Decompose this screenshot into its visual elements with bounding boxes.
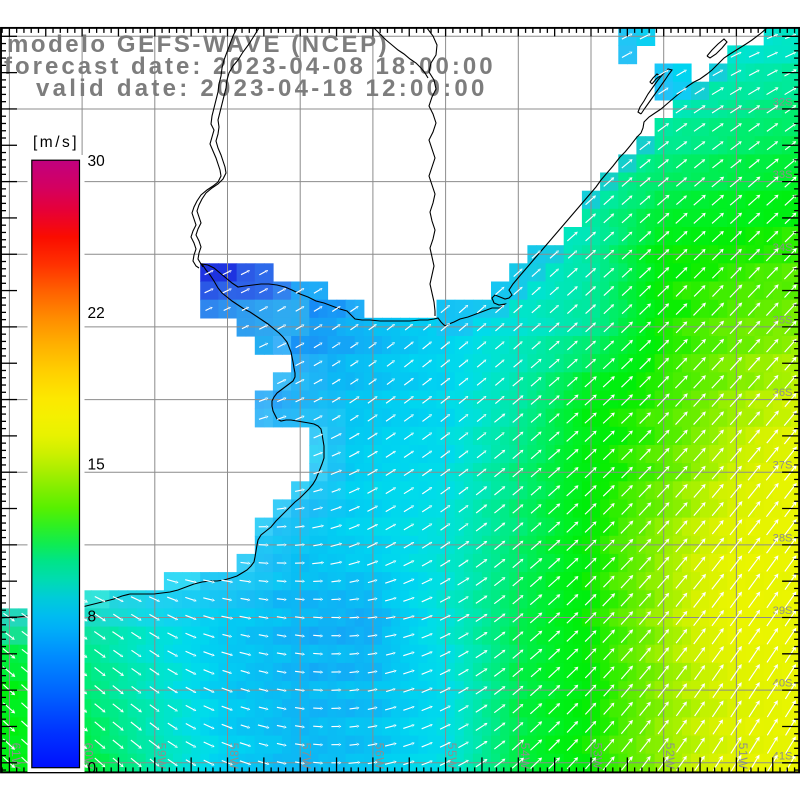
svg-text:53W: 53W [591, 743, 605, 770]
svg-text:36S: 36S [773, 387, 793, 399]
svg-text:[m/s]: [m/s] [33, 134, 79, 151]
svg-text:0: 0 [88, 760, 97, 777]
svg-text:51W: 51W [736, 743, 750, 770]
svg-text:52W: 52W [663, 743, 677, 770]
svg-text:modelo GEFS-WAVE (NCEP): modelo GEFS-WAVE (NCEP) [7, 31, 389, 58]
svg-text:30: 30 [88, 153, 106, 170]
svg-text:58W: 58W [227, 743, 241, 770]
svg-text:56W: 56W [372, 743, 386, 770]
svg-text:57W: 57W [300, 743, 314, 770]
svg-text:39S: 39S [773, 605, 793, 617]
svg-text:38S: 38S [773, 532, 793, 544]
svg-text:valid date: 2023-04-18 12:00:0: valid date: 2023-04-18 12:00:00 [36, 75, 488, 102]
svg-text:37S: 37S [773, 460, 793, 472]
svg-text:40S: 40S [773, 678, 793, 690]
svg-text:41S: 41S [773, 750, 793, 762]
svg-text:60W: 60W [82, 743, 96, 770]
svg-text:forecast date: 2023-04-08 18:0: forecast date: 2023-04-08 18:00:00 [4, 53, 496, 80]
svg-text:59W: 59W [154, 743, 168, 770]
svg-text:15: 15 [88, 457, 105, 474]
svg-text:55W: 55W [445, 743, 459, 770]
svg-text:8: 8 [88, 608, 97, 625]
svg-text:22: 22 [88, 305, 105, 322]
svg-text:54W: 54W [518, 743, 532, 770]
